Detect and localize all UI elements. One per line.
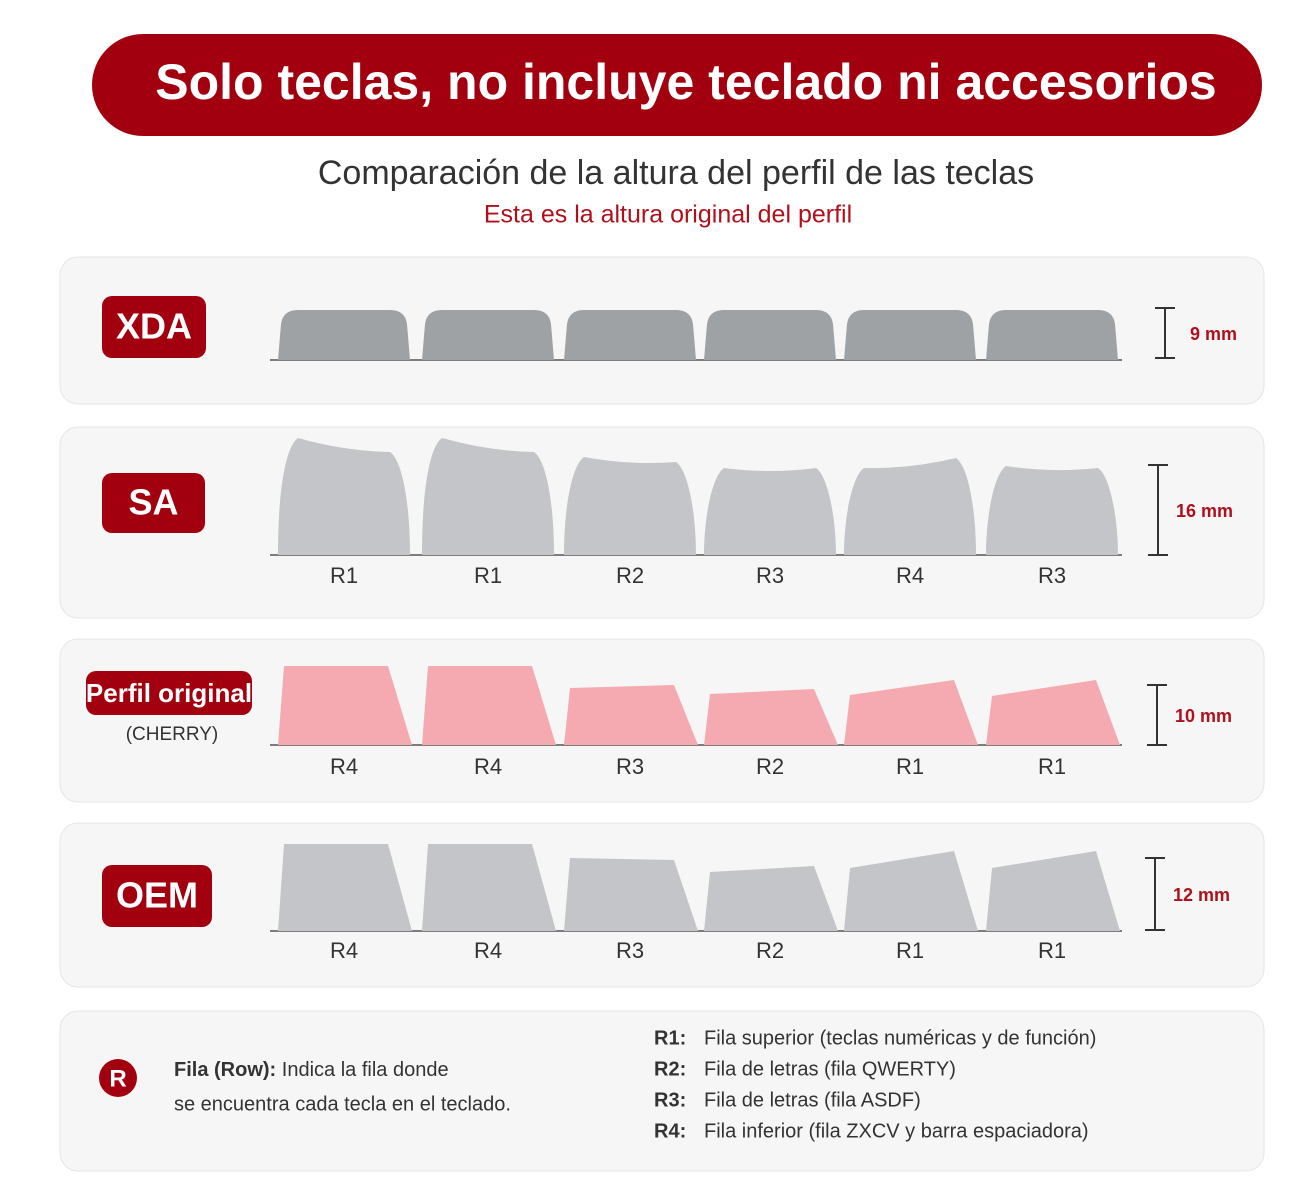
legend-key: R1: — [654, 1027, 686, 1049]
profile-name: OEM — [116, 875, 198, 916]
legend-panel — [59, 1010, 1265, 1172]
legend-icon-text: R — [109, 1065, 126, 1092]
row-label: R3 — [616, 938, 644, 963]
profile-name: XDA — [116, 306, 192, 347]
keycap — [986, 851, 1120, 931]
banner-text: Solo teclas, no incluye teclado ni acces… — [155, 54, 1216, 110]
profile-badge — [86, 671, 252, 715]
keycap — [704, 866, 838, 931]
keycap — [844, 458, 976, 555]
banner — [92, 34, 1262, 136]
row-label: R1 — [896, 754, 924, 779]
legend-text: Fila superior (teclas numéricas y de fun… — [704, 1027, 1096, 1049]
row-label: R3 — [1038, 563, 1066, 588]
profile-badge — [102, 865, 212, 927]
row-label: R1 — [1038, 754, 1066, 779]
keycap — [278, 438, 410, 555]
profile-name: Perfil original — [86, 678, 252, 708]
legend-description: se encuentra cada tecla en el teclado. — [174, 1093, 511, 1115]
legend-description: Indica la fila donde — [282, 1059, 449, 1081]
height-label: 12 mm — [1173, 885, 1230, 905]
legend-key: R4: — [654, 1120, 686, 1142]
legend-text: Fila inferior (fila ZXCV y barra espacia… — [704, 1120, 1089, 1142]
keycap — [844, 310, 976, 360]
keycap — [844, 851, 978, 931]
legend-icon — [99, 1059, 137, 1097]
legend-key: R3: — [654, 1089, 686, 1111]
legend-key: R2: — [654, 1058, 686, 1080]
row-label: R4 — [474, 938, 502, 963]
keycap — [278, 310, 410, 360]
row-label: R4 — [474, 754, 502, 779]
keycap — [564, 685, 698, 745]
row-label: R2 — [756, 938, 784, 963]
row-label: R4 — [896, 563, 924, 588]
legend-text: Fila de letras (fila QWERTY) — [704, 1058, 956, 1080]
keycap — [422, 438, 554, 555]
keycap — [564, 457, 696, 555]
keycap — [278, 844, 412, 931]
row-label: R1 — [896, 938, 924, 963]
legend-term: Fila (Row): — [174, 1059, 276, 1081]
profile-note: (CHERRY) — [126, 724, 219, 745]
title: Comparación de la altura del perfil de l… — [318, 154, 1034, 192]
keycap — [422, 844, 556, 931]
keycap — [704, 468, 836, 555]
height-label: 9 mm — [1190, 324, 1237, 344]
keycap — [986, 680, 1120, 745]
row-label: R3 — [616, 754, 644, 779]
keycap — [564, 310, 696, 360]
row-label: R3 — [756, 563, 784, 588]
profile-name: SA — [128, 482, 178, 523]
keycap — [844, 680, 978, 745]
keycap — [422, 666, 556, 745]
keycap — [704, 310, 836, 360]
keycap — [422, 310, 554, 360]
keycap — [564, 858, 698, 931]
row-label: R2 — [756, 754, 784, 779]
keycap — [704, 689, 838, 745]
row-label: R1 — [474, 563, 502, 588]
row-label: R2 — [616, 563, 644, 588]
legend-line: Fila (Row): Indica la fila donde — [174, 1059, 449, 1081]
subtitle: Esta es la altura original del perfil — [484, 201, 852, 229]
height-label: 10 mm — [1175, 706, 1232, 726]
height-label: 16 mm — [1176, 501, 1233, 521]
keycap — [278, 666, 412, 745]
row-label: R4 — [330, 754, 358, 779]
row-label: R4 — [330, 938, 358, 963]
profile-badge — [102, 296, 206, 358]
row-label: R1 — [1038, 938, 1066, 963]
keycap — [986, 466, 1118, 555]
profile-badge — [102, 473, 205, 533]
legend-text: Fila de letras (fila ASDF) — [704, 1089, 921, 1111]
keycap — [986, 310, 1118, 360]
row-label: R1 — [330, 563, 358, 588]
